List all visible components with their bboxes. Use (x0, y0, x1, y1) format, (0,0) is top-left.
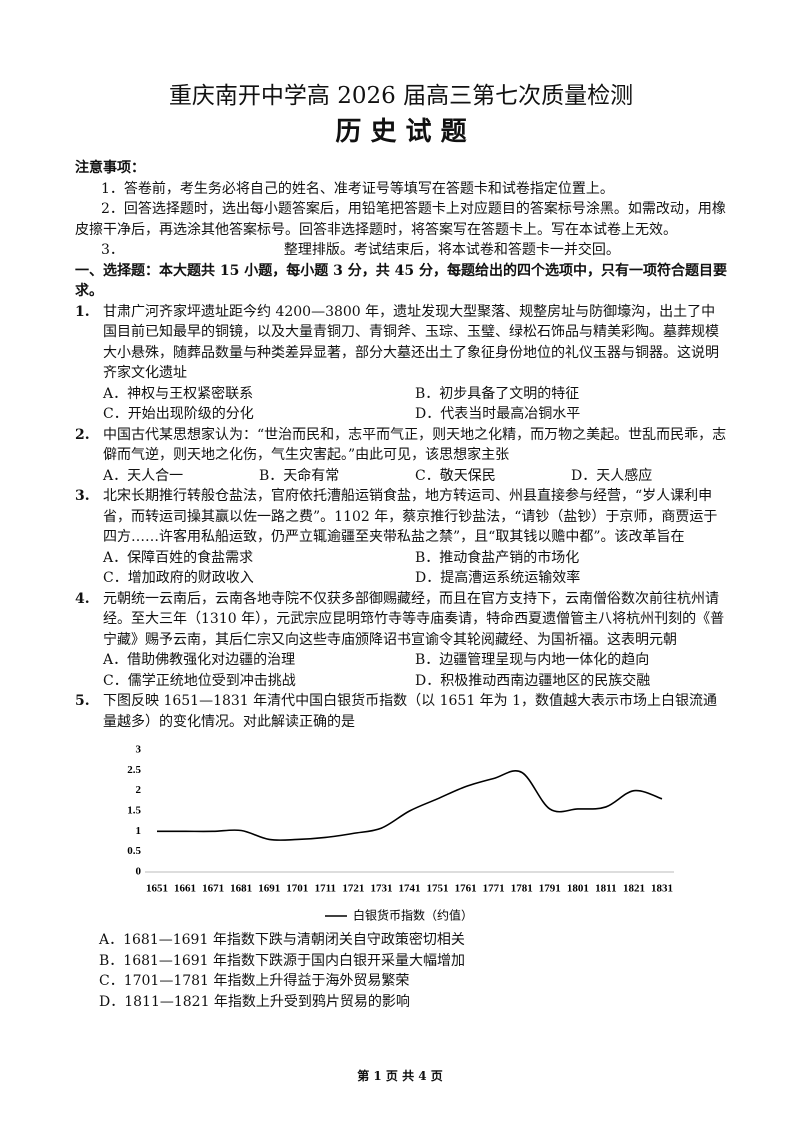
x-tick-label: 1691 (258, 883, 280, 895)
option: C．儒学正统地位受到冲击挑战 (103, 672, 296, 689)
chart: 0 0.5 1 1.5 2 2.5 3 1651 1661 1671 1681 1691 1701 171… (127, 744, 674, 923)
question-number: 3. (75, 488, 90, 504)
question: 1. 甘肃广河齐家坪遗址距今约 4200—3800 年，遗址发现大型聚落、规整房址… (75, 302, 727, 425)
x-tick-label: 1711 (315, 883, 336, 895)
x-tick-label: 1831 (651, 883, 673, 895)
x-tick-label: 1761 (455, 883, 477, 895)
option: A．保障百姓的食盐需求 (103, 549, 254, 566)
question-stem: 元朝统一云南后，云南各地寺院不仅获多部御赐藏经，而且在官方支持下，云南僧俗数次前… (103, 590, 725, 648)
option: A．神权与王权紧密联系 (103, 385, 254, 402)
option: A．借助佛教强化对边疆的治理 (103, 652, 296, 668)
question-number: 1. (75, 303, 90, 320)
note-number: 3． (101, 242, 124, 258)
note-item: 1．答卷前，考生务必将自己的姓名、准考证号等填写在答题卡和试卷指定位置上。 (75, 179, 727, 200)
option: B．天命有常 (259, 467, 340, 484)
note-item: 3． 整理排版。考试结束后，将本试卷和答题卡一并交回。 (75, 240, 727, 261)
y-tick-label: 1.5 (127, 805, 141, 817)
option: A．天人合一 (103, 467, 184, 484)
note-item: 2．回答选择题时，选出每小题答案后，用铅笔把答题卡上对应题目的答案标号涂黑。如需… (75, 199, 727, 240)
data-line (156, 770, 663, 842)
y-tick-label: 2 (136, 784, 142, 796)
options: A．1681—1691 年指数下跌与清朝闭关自守政策密切相关 B．1681—169… (99, 930, 727, 1012)
y-tick-label: 1 (136, 825, 142, 837)
y-tick-label: 3 (136, 744, 142, 756)
x-tick-label: 1821 (623, 883, 645, 895)
x-tick-label: 1681 (230, 883, 252, 895)
questions: 1. 甘肃广河齐家坪遗址距今约 4200—3800 年，遗址发现大型聚落、规整房址… (75, 302, 727, 1013)
option: C．增加政府的财政收入 (103, 570, 254, 586)
x-tick-label: 1751 (427, 883, 449, 895)
x-tick-label: 1731 (370, 883, 392, 895)
question-stem: 甘肃广河齐家坪遗址距今约 4200—3800 年，遗址发现大型聚落、规整房址与防… (103, 303, 719, 382)
option: C．敬天保民 (415, 467, 496, 484)
option: A．1681—1691 年指数下跌与清朝闭关自守政策密切相关 (99, 932, 465, 948)
x-tick-label: 1701 (286, 883, 308, 895)
question: 5. 下图反映 1651—1831 年清代中国白银货币指数（以 1651 年为 1… (75, 691, 727, 1012)
x-tick-label: 1771 (483, 883, 505, 895)
section-heading: 一、选择题：本大题共 15 小题，每小题 3 分，共 45 分，每题给出的四个选… (75, 262, 727, 300)
option: D．积极推动西南边疆地区的民族交融 (415, 672, 651, 689)
x-tick-label: 1671 (202, 883, 224, 895)
footer: 第 1 页 共 4 页 (357, 1069, 443, 1083)
note-number: 1． (101, 180, 124, 197)
x-tick-label: 1781 (511, 883, 533, 895)
option: D．提高漕运系统运输效率 (415, 570, 581, 586)
question-stem: 下图反映 1651—1831 年清代中国白银货币指数（以 1651 年为 1，数… (103, 693, 718, 730)
notes-heading: 注意事项： (75, 160, 145, 176)
question-number: 2. (75, 426, 90, 443)
question-number: 4. (75, 590, 90, 607)
subject: 历 史 试 题 (335, 117, 467, 147)
options: A．保障百姓的食盐需求 B．推动食盐产销的市场化 C．增加政府的财政收入 D．提高漕运… (103, 548, 727, 589)
option: B．初步具备了文明的特征 (415, 385, 580, 402)
question: 2. 中国古代某思想家认为：“世治而民和，志平而气正，则天地之化精，而万物之美起。… (75, 425, 727, 487)
title: 重庆南开中学高 2026 届高三第七次质量检测 (168, 83, 634, 109)
option: D．天人感应 (571, 467, 653, 484)
content: 重庆南开中学高 2026 届高三第七次质量检测 历 史 试 题 注意事项： 1．… (75, 80, 727, 1012)
note-text: 回答选择题时，选出每小题答案后，用铅笔把答题卡上对应题目的答案标号涂黑。如需改动… (75, 201, 726, 238)
option: B．1681—1691 年指数下跌源于国内白银开采量大幅增加 (99, 952, 465, 969)
x-tick-label: 1801 (567, 883, 589, 895)
question-stem: 北宋长期推行转般仓盐法，官府依托漕船运销食盐，地方转运司、州县直接参与经营，“岁… (103, 488, 718, 545)
note-text: 答卷前，考生务必将自己的姓名、准考证号等填写在答题卡和试卷指定位置上。 (123, 180, 614, 197)
question-stem: 中国古代某思想家认为：“世治而民和，志平而气正，则天地之化精，而万物之美起。世乱… (103, 426, 727, 464)
y-tick-label: 2.5 (127, 764, 141, 776)
option: B．推动食盐产销的市场化 (415, 549, 580, 566)
question: 3. 北宋长期推行转般仓盐法，官府依托漕船运销食盐，地方转运司、州县直接参与经营，… (75, 486, 727, 589)
option: B．边疆管理呈现与内地一体化的趋向 (415, 652, 650, 668)
question: 4. 元朝统一云南后，云南各地寺院不仅获多部御赐藏经，而且在官方支持下，云南僧俗数… (75, 589, 727, 692)
option: D．代表当时最高冶铜水平 (415, 406, 581, 422)
x-tick-label: 1741 (399, 883, 421, 895)
note-number: 2． (101, 201, 124, 217)
options: A．神权与王权紧密联系 B．初步具备了文明的特征 C．开始出现阶级的分化 D．代表当时… (103, 384, 727, 425)
y-tick-label: 0 (136, 866, 142, 878)
x-tick-label: 1811 (595, 883, 616, 895)
x-tick-label: 1791 (539, 883, 561, 895)
notes: 1．答卷前，考生务必将自己的姓名、准考证号等填写在答题卡和试卷指定位置上。 2．回… (75, 179, 727, 261)
x-tick-label: 1661 (174, 883, 196, 895)
options: A．借助佛教强化对边疆的治理 B．边疆管理呈现与内地一体化的趋向 C．儒学正统地位受… (103, 650, 727, 691)
y-tick-label: 0.5 (127, 845, 141, 857)
option: D．1811—1821 年指数上升受到鸦片贸易的影响 (99, 993, 410, 1010)
option: C．开始出现阶级的分化 (103, 406, 254, 422)
question-number: 5. (75, 693, 90, 709)
x-tick-label: 1721 (342, 883, 364, 895)
options: A．天人合一 B．天命有常 C．敬天保民 D．天人感应 (103, 466, 727, 487)
legend-label: 白银货币指数（约值） (353, 908, 473, 923)
x-tick-label: 1651 (146, 883, 168, 895)
note-text: 整理排版。考试结束后，将本试卷和答题卡一并交回。 (283, 242, 620, 258)
option: C．1701—1781 年指数上升得益于海外贸易繁荣 (99, 973, 410, 989)
